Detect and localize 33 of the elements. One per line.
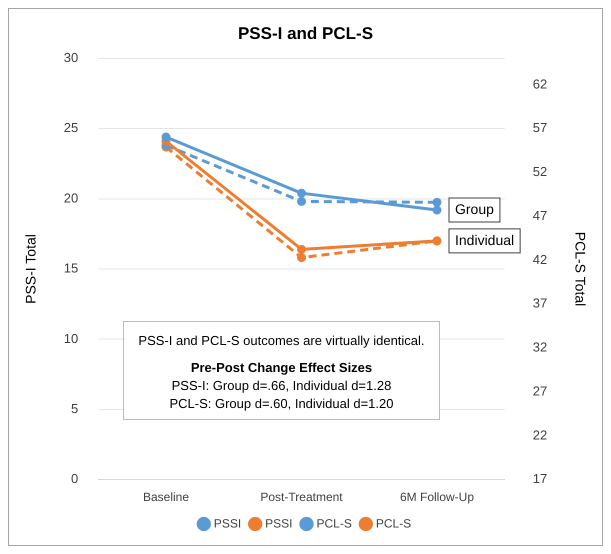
x-tick-label: 6M Follow-Up — [400, 490, 474, 504]
y-tick-label: 5 — [71, 400, 78, 416]
y2-tick-label: 37 — [532, 296, 548, 311]
annotation: PCL-S: Group d=.60, Individual d=1.20 — [168, 396, 394, 411]
y2-tick-label: 52 — [532, 164, 548, 180]
y2-tick-label: 32 — [532, 340, 548, 355]
y2-tick-label: 62 — [532, 76, 548, 92]
y2-axis-title: PCL-S Total — [572, 232, 589, 306]
y-tick-label: 30 — [64, 50, 78, 65]
legend-label: PSSI — [265, 516, 293, 530]
y2-tick-label: 27 — [532, 383, 548, 398]
y-tick-label: 10 — [64, 330, 78, 346]
chart-title: PSS-I and PCL-S — [238, 24, 374, 43]
x-tick-label: Baseline — [142, 490, 190, 504]
legend-label: PCL-S — [376, 516, 412, 530]
y2-tick-label: 42 — [532, 252, 548, 267]
annotation: PSS-I: Group d=.66, Individual d=1.28 — [170, 378, 392, 393]
annotation: PSS-I and PCL-S outcomes are virtually identical. — [137, 332, 426, 348]
y2-tick-label: 57 — [532, 120, 548, 136]
legend-label: PCL-S — [316, 516, 352, 530]
y-axis-title: PSS-I Total — [22, 234, 38, 304]
y-tick-label: 20 — [64, 190, 78, 206]
y2-tick-label: 22 — [532, 427, 548, 442]
y-tick-label: 15 — [64, 260, 78, 276]
annotation: Individual — [454, 232, 514, 248]
annotation: Pre-Post Change Effect Sizes — [190, 360, 374, 375]
legend-label: PSSI — [214, 516, 242, 530]
y2-tick-label: 47 — [532, 208, 548, 223]
y2-tick-label: 17 — [532, 471, 548, 486]
y-tick-label: 0 — [71, 471, 78, 486]
y-tick-label: 25 — [64, 120, 78, 136]
x-tick-label: Post-Treatment — [260, 490, 344, 504]
annotation: Group — [454, 200, 494, 217]
